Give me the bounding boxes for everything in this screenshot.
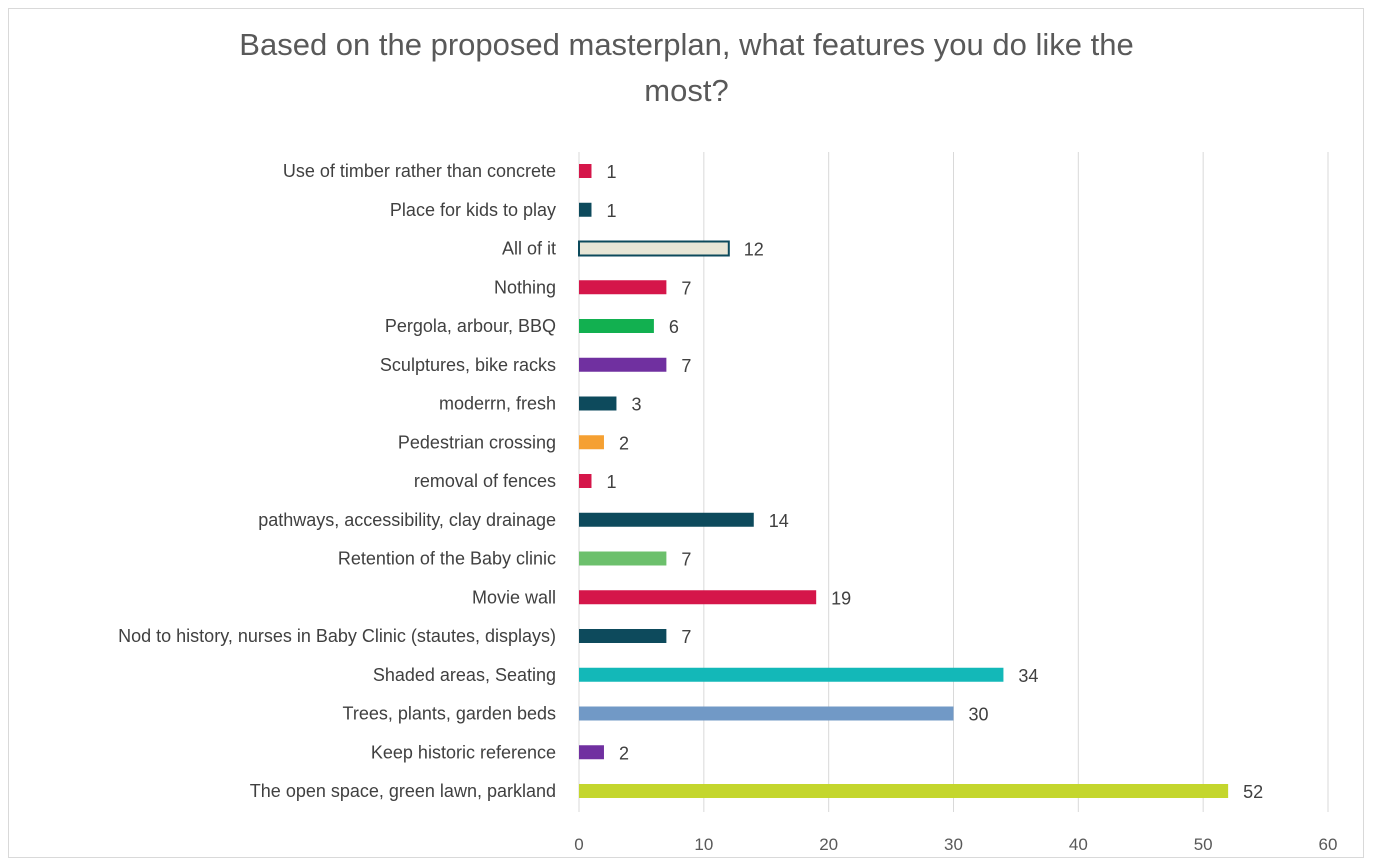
category-label: moderrn, fresh [439, 394, 556, 414]
bar [579, 242, 729, 256]
bar [579, 358, 666, 372]
category-label: Trees, plants, garden beds [343, 704, 556, 724]
data-label: 30 [969, 705, 989, 725]
x-tick-label: 0 [574, 835, 583, 854]
category-label: Place for kids to play [390, 200, 556, 220]
data-label: 7 [681, 278, 691, 298]
bar [579, 203, 591, 217]
category-label: Shaded areas, Seating [373, 665, 556, 685]
data-label: 7 [681, 627, 691, 647]
bar [579, 668, 1003, 682]
category-label: The open space, green lawn, parkland [250, 781, 556, 801]
data-label: 34 [1018, 666, 1038, 686]
bar [579, 745, 604, 759]
data-label: 3 [631, 395, 641, 415]
category-label: Retention of the Baby clinic [338, 549, 556, 569]
x-tick-label: 30 [944, 835, 963, 854]
data-label: 12 [744, 240, 764, 260]
data-label: 7 [681, 356, 691, 376]
data-label: 1 [606, 472, 616, 492]
x-tick-label: 60 [1319, 835, 1338, 854]
x-tick-label: 10 [694, 835, 713, 854]
data-label: 2 [619, 433, 629, 453]
bars [579, 164, 1228, 798]
bar [579, 280, 666, 294]
bar [579, 319, 654, 333]
category-labels: Use of timber rather than concrete Place … [118, 161, 556, 801]
data-label: 6 [669, 317, 679, 337]
data-label: 1 [606, 201, 616, 221]
category-label: Pedestrian crossing [398, 432, 556, 452]
data-label: 14 [769, 511, 789, 531]
bar [579, 590, 816, 604]
x-axis-ticks: 0 10 20 30 40 50 60 [574, 835, 1337, 854]
category-label: All of it [502, 239, 556, 259]
x-tick-label: 40 [1069, 835, 1088, 854]
bar [579, 629, 666, 643]
bar [579, 474, 591, 488]
category-label: Keep historic reference [371, 742, 556, 762]
bar [579, 435, 604, 449]
x-tick-label: 20 [819, 835, 838, 854]
category-label: Nod to history, nurses in Baby Clinic (s… [118, 626, 556, 646]
data-label: 7 [681, 550, 691, 570]
category-label: Use of timber rather than concrete [283, 161, 556, 181]
bar [579, 784, 1228, 798]
x-tick-label: 50 [1194, 835, 1213, 854]
data-label: 2 [619, 743, 629, 763]
bar [579, 397, 616, 411]
category-label: pathways, accessibility, clay drainage [258, 510, 556, 530]
category-label: removal of fences [414, 471, 556, 491]
bar [579, 552, 666, 566]
category-label: Nothing [494, 277, 556, 297]
bar [579, 164, 591, 178]
data-label: 52 [1243, 782, 1263, 802]
category-label: Sculptures, bike racks [380, 355, 556, 375]
bar [579, 513, 754, 527]
data-label: 19 [831, 588, 851, 608]
data-label: 1 [606, 162, 616, 182]
category-label: Movie wall [472, 587, 556, 607]
category-label: Pergola, arbour, BBQ [385, 316, 556, 336]
bar [579, 707, 954, 721]
